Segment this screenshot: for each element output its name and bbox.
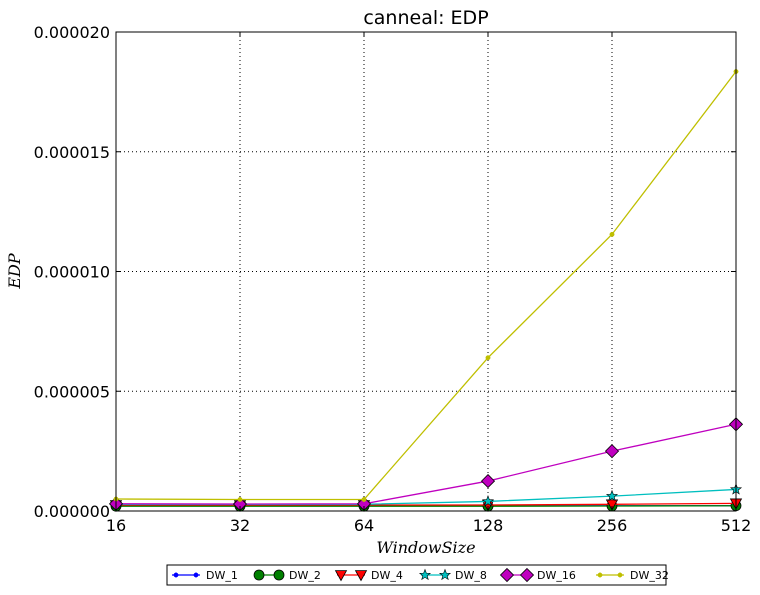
x-tick-label: 256 [597,516,628,535]
legend-marker-dw-1 [193,572,199,578]
legend-marker-dw-4 [334,570,348,582]
y-tick-label: 0.000020 [34,23,110,42]
legend-item-dw-4: DW_4 [334,569,403,582]
legend: DW_1 DW_2 DW_4 DW_8 DW_16 DW_32 [166,564,669,586]
series-dw-32 [113,69,739,502]
axis-ticks [115,31,737,512]
y-tick-label: 0.000015 [34,143,110,162]
x-tick-label: 16 [106,516,126,535]
legend-item-dw-16: DW_16 [499,567,576,583]
legend-marker-dw-2 [253,569,265,581]
legend-label-dw-32: DW_32 [630,569,669,582]
legend-label-dw-4: DW_4 [371,569,403,582]
series-line-dw-16 [115,423,737,505]
legend-item-dw-1: DW_1 [172,569,238,582]
x-tick-label: 512 [721,516,752,535]
y-axis-label: EDP [5,253,24,290]
series-lines [108,69,744,512]
x-tick-label: 128 [473,516,504,535]
x-axis-label: WindowSize [376,538,475,557]
data-point-dw-32 [609,231,615,237]
data-point-dw-8 [481,495,495,507]
data-point-dw-16 [480,473,496,489]
legend-marker-dw-1 [173,572,179,578]
legend-marker-dw-16 [519,567,535,583]
x-tick-label: 64 [354,516,374,535]
legend-marker-dw-8 [438,568,452,581]
legend-label-dw-1: DW_1 [206,569,238,582]
tick-labels: 16 32 64 128 256 512 0.000000 0.000005 0.000010 0… [34,23,752,535]
series-line-dw-4 [116,502,737,506]
y-tick-label: 0.000000 [34,502,110,521]
data-point-dw-32 [485,355,491,361]
grid-lines [116,32,736,511]
legend-marker-dw-8 [418,568,432,581]
series-dw-16 [108,417,744,512]
data-point-dw-32 [361,497,367,502]
data-point-dw-16 [604,444,620,459]
data-point-dw-8 [605,489,619,502]
legend-marker-dw-32 [597,572,603,578]
chart-title: canneal: EDP [363,7,488,29]
series-line-dw-32 [115,71,737,501]
legend-label-dw-8: DW_8 [455,569,487,582]
legend-marker-dw-4 [354,570,368,582]
legend-items: DW_1 DW_2 DW_4 DW_8 DW_16 DW_32 [172,567,669,583]
legend-marker-dw-2 [273,569,285,581]
y-tick-label: 0.000010 [34,263,110,282]
data-point-dw-32 [237,497,243,502]
x-tick-label: 32 [230,516,250,535]
legend-label-dw-2: DW_2 [289,569,321,582]
legend-item-dw-2: DW_2 [253,569,321,582]
legend-item-dw-8: DW_8 [418,568,487,582]
legend-marker-dw-16 [499,567,515,583]
legend-item-dw-32: DW_32 [596,569,669,582]
data-point-dw-4 [605,499,619,511]
y-tick-label: 0.000005 [34,382,110,401]
legend-label-dw-16: DW_16 [537,569,576,582]
legend-frame [166,564,667,586]
series-line-dw-8 [116,488,737,505]
legend-marker-dw-32 [617,572,623,578]
